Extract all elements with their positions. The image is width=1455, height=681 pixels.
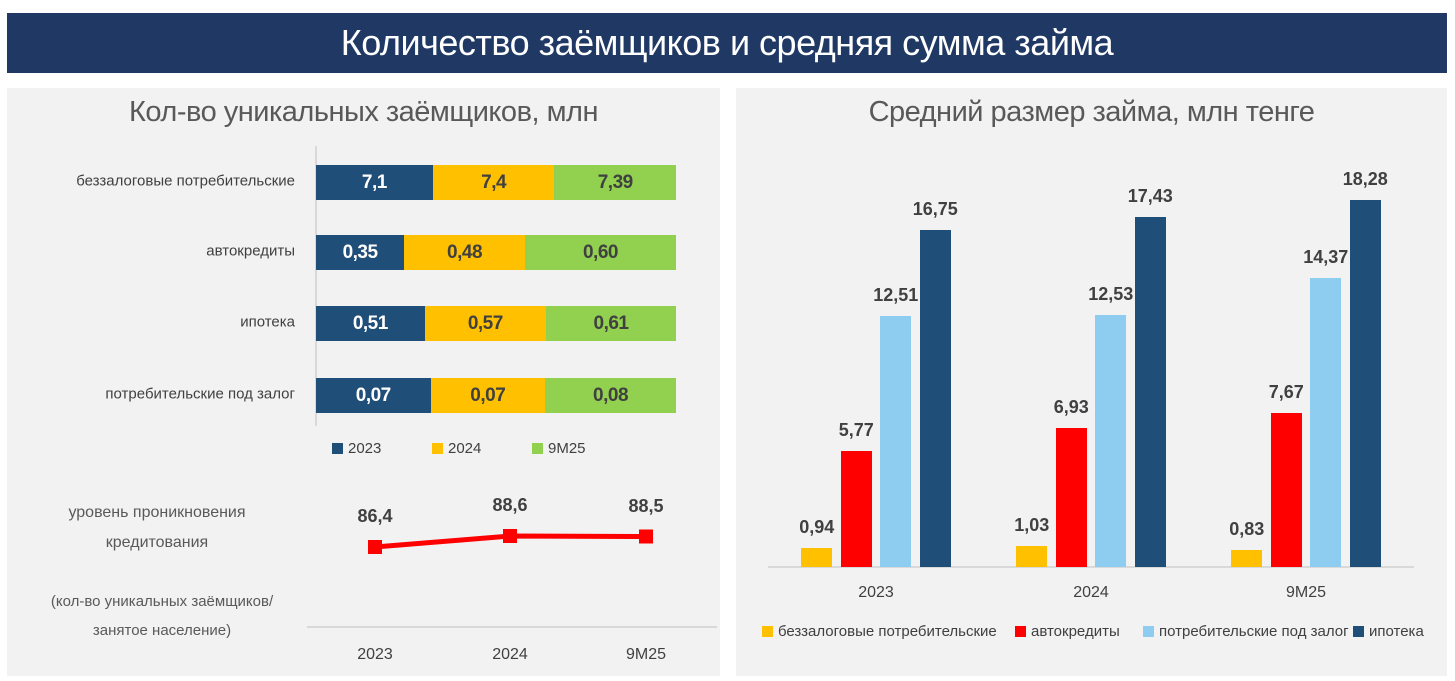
legend-item: беззалоговые потребительские bbox=[762, 623, 997, 640]
penetration-note: (кол-во уникальных заёмщиков/занятое нас… bbox=[50, 593, 274, 639]
loan-size-panel: Средний размер займа, млн тенге 0,94 5,77… bbox=[736, 88, 1447, 676]
penetration-line-chart bbox=[368, 529, 653, 554]
bar-segment: 0,60 bbox=[524, 235, 676, 270]
bar bbox=[1095, 315, 1127, 567]
bar-label: 5,77 bbox=[838, 420, 874, 441]
bar-label: 17,43 bbox=[1127, 185, 1173, 206]
point-label: 88,5 bbox=[628, 495, 664, 516]
bar bbox=[1270, 412, 1302, 567]
line-axis bbox=[307, 626, 717, 628]
bar-segment: 7,1 bbox=[316, 165, 433, 200]
legend-label: 2024 bbox=[448, 440, 482, 457]
bar-segment: 0,08 bbox=[545, 378, 676, 413]
legend-label: беззалоговые потребительские bbox=[778, 623, 997, 640]
bar-label: 6,93 bbox=[1053, 396, 1089, 417]
bar-segment: 0,35 bbox=[316, 235, 405, 270]
category-label: автокредиты bbox=[206, 242, 295, 260]
line-point bbox=[639, 529, 653, 544]
legend-item: 2023 bbox=[332, 440, 381, 457]
bar-label: 12,51 bbox=[873, 284, 919, 305]
bar-label: 0,83 bbox=[1229, 519, 1265, 540]
point-label: 88,6 bbox=[492, 495, 528, 515]
bar-segment: 0,51 bbox=[316, 306, 425, 341]
bar-segment: 0,07 bbox=[316, 378, 431, 413]
x-tick-label: 2023 bbox=[858, 584, 894, 601]
line-point bbox=[503, 529, 517, 543]
header-banner: Количество заёмщиков и средняя сумма зай… bbox=[7, 13, 1447, 73]
bar-label: 1,03 bbox=[1014, 515, 1050, 536]
legend-swatch bbox=[1015, 626, 1026, 637]
bar-label: 14,37 bbox=[1303, 247, 1349, 268]
category-label: ипотека bbox=[240, 313, 295, 331]
x-tick-label: 9M25 bbox=[625, 646, 667, 663]
bar-segment: 0,61 bbox=[546, 306, 676, 341]
bar-label: 7,67 bbox=[1268, 381, 1304, 402]
legend-swatch bbox=[332, 443, 343, 454]
bar bbox=[801, 548, 833, 567]
x-tick-label: 2024 bbox=[492, 646, 528, 663]
bar bbox=[1310, 278, 1342, 567]
bar bbox=[1134, 216, 1166, 567]
bar-segment: 0,48 bbox=[404, 235, 525, 270]
legend-label: 9M25 bbox=[548, 440, 586, 457]
bar-label: 18,28 bbox=[1342, 168, 1388, 189]
penetration-label: уровень проникновения кредитования bbox=[68, 504, 246, 552]
legend-item: автокредиты bbox=[1015, 623, 1120, 640]
bar bbox=[1349, 199, 1381, 567]
legend-swatch bbox=[1143, 626, 1154, 637]
bar-segment: 7,39 bbox=[554, 165, 676, 200]
bar bbox=[919, 230, 951, 567]
x-tick-label: 2023 bbox=[357, 646, 393, 663]
bar-segment: 0,57 bbox=[424, 306, 547, 341]
borrowers-chart-title: Кол-во уникальных заёмщиков, млн bbox=[129, 96, 598, 128]
x-axis bbox=[768, 566, 1414, 568]
bar bbox=[880, 315, 912, 567]
line-point bbox=[368, 540, 382, 554]
borrowers-panel: Кол-во уникальных заёмщиков, млн беззало… bbox=[7, 88, 720, 676]
legend-label: ипотека bbox=[1369, 623, 1424, 640]
legend-swatch bbox=[432, 443, 443, 454]
x-tick-label: 2024 bbox=[1073, 584, 1109, 601]
legend-swatch bbox=[762, 626, 773, 637]
point-label: 86,4 bbox=[357, 506, 393, 526]
legend-swatch bbox=[532, 443, 543, 454]
legend-item: 9M25 bbox=[532, 440, 586, 457]
legend-item: ипотека bbox=[1353, 623, 1424, 640]
bar bbox=[1055, 427, 1087, 567]
category-label: беззалоговые потребительские bbox=[76, 172, 295, 190]
bar-segment: 0,07 bbox=[430, 378, 546, 413]
legend-item: 2024 bbox=[432, 440, 481, 457]
bar-label: 0,94 bbox=[799, 517, 835, 538]
category-axis bbox=[315, 146, 317, 426]
legend-swatch bbox=[1353, 626, 1364, 637]
legend-label: потребительские под залог bbox=[1159, 623, 1349, 640]
x-tick-label: 9M25 bbox=[1285, 584, 1327, 601]
bar bbox=[1016, 546, 1048, 567]
legend-label: 2023 bbox=[348, 440, 382, 457]
category-label: потребительские под залог bbox=[105, 385, 295, 403]
loan-size-chart-title: Средний размер займа, млн тенге bbox=[868, 96, 1315, 128]
legend-item: потребительские под залог bbox=[1143, 623, 1349, 640]
legend-label: автокредиты bbox=[1031, 623, 1120, 640]
bar bbox=[840, 451, 872, 567]
bar-label: 12,53 bbox=[1088, 284, 1134, 305]
bar-segment: 7,4 bbox=[432, 165, 555, 200]
bar-label: 16,75 bbox=[912, 199, 958, 220]
bar bbox=[1231, 550, 1263, 567]
page-title: Количество заёмщиков и средняя сумма зай… bbox=[340, 22, 1114, 63]
